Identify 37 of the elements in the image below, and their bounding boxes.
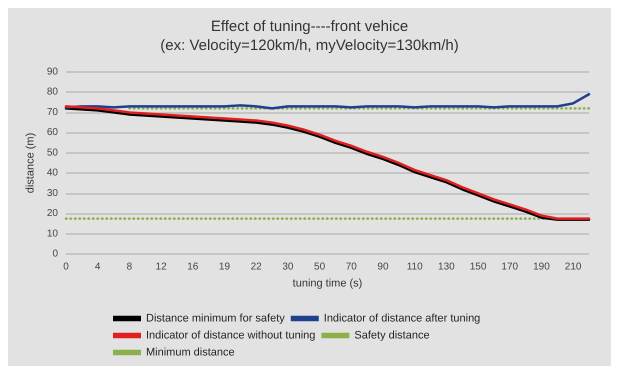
y-tick-label: 50 xyxy=(46,147,58,158)
y-tick-label: 20 xyxy=(46,208,58,220)
y-tick-label: 0 xyxy=(52,248,58,260)
legend-label: Distance minimum for safety xyxy=(146,312,286,324)
x-tick-label: 210 xyxy=(564,262,582,272)
legend-label: Minimum distance xyxy=(146,346,235,358)
line-series xyxy=(64,92,590,110)
legend-label: Safety distance xyxy=(354,330,430,342)
x-tick-label: 50 xyxy=(314,262,326,272)
x-tick-label: 0 xyxy=(63,262,70,272)
x-tick-label: 4 xyxy=(94,262,101,272)
y-tick-label: 90 xyxy=(46,66,58,78)
y-tick-label: 60 xyxy=(46,127,58,138)
y-tick-label: 70 xyxy=(46,106,58,118)
y-tick-label: 40 xyxy=(46,168,58,179)
x-tick-label: 70 xyxy=(346,262,358,272)
x-tick-label: 130 xyxy=(438,262,456,272)
x-tick-label: 190 xyxy=(533,262,550,272)
chart-subtitle: (ex: Velocity=120km/h, myVelocity=130km/h) xyxy=(160,37,459,54)
x-tick-label: 19 xyxy=(218,262,230,272)
x-tick-label: 16 xyxy=(187,262,199,272)
y-tick-label: 80 xyxy=(46,86,58,98)
x-tick-label: 12 xyxy=(156,262,168,272)
legend-label: Indicator of distance without tuning xyxy=(146,330,316,342)
x-tick-label: 22 xyxy=(250,262,262,272)
legend-label: Indicator of distance after tuning xyxy=(324,312,480,324)
x-tick-label: 170 xyxy=(501,262,519,272)
y-tick-label: 30 xyxy=(46,188,58,199)
x-tick-label: 110 xyxy=(406,262,424,272)
x-tick-label: 30 xyxy=(282,262,294,272)
chart-title: Effect of tuning----front vehice xyxy=(210,18,408,35)
x-tick-label: 90 xyxy=(377,262,389,272)
y-tick-label: 10 xyxy=(46,228,58,240)
x-tick-label: 150 xyxy=(470,262,487,272)
x-axis-title: tuning time (s) xyxy=(292,278,362,290)
y-axis-title: distance (m) xyxy=(24,132,36,194)
x-tick-label: 8 xyxy=(126,262,133,272)
